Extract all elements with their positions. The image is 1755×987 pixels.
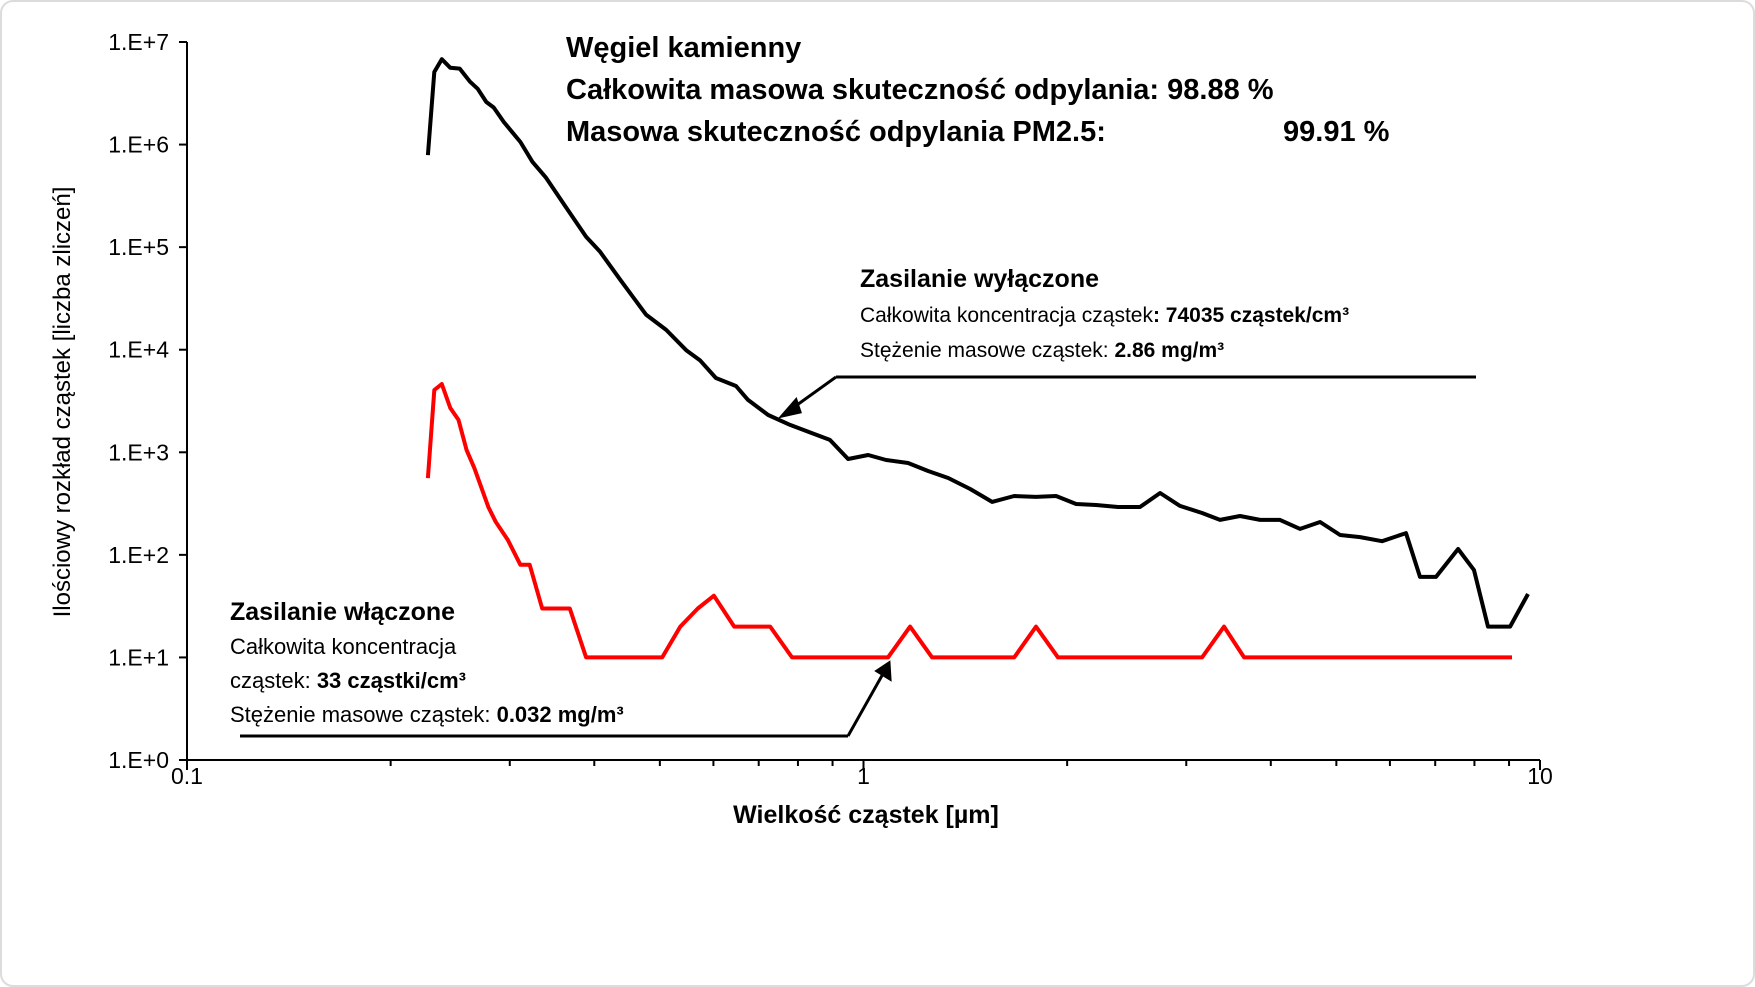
annotation-line: cząstek: 33 cząstki/cm³ — [230, 668, 466, 693]
y-tick-label: 1.E+3 — [108, 439, 169, 465]
annotation-line-part: Stężenie masowe cząstek: — [230, 702, 497, 727]
x-axis-title: Wielkość cząstek [µm] — [733, 801, 999, 829]
arrows — [240, 375, 1476, 738]
arrow-head — [874, 660, 892, 682]
y-tick-label: 1.E+2 — [108, 542, 169, 568]
annotation-line: Stężenie masowe cząstek: 2.86 mg/m³ — [860, 339, 1224, 362]
title-line-part: Węgiel kamienny — [566, 32, 801, 64]
x-tick-label: 1 — [857, 763, 870, 789]
x-tick-label: 0.1 — [171, 763, 203, 789]
series-line — [425, 57, 1530, 629]
annotation-line: Całkowita koncentracja — [230, 634, 457, 659]
title-line-part: 99.91 % — [1283, 116, 1390, 148]
annotation-line-part: Stężenie masowe cząstek: — [860, 339, 1114, 362]
title-line-part: Całkowita masowa skuteczność odpylania: … — [566, 74, 1274, 106]
annotation-line-part: Całkowita koncentracja cząstek — [860, 304, 1153, 327]
annotation-line-part: 33 cząstki/cm³ — [317, 668, 466, 693]
annotation-title: Zasilanie wyłączone — [860, 265, 1099, 293]
y-tick-label: 1.E+7 — [108, 29, 169, 55]
title-line: Masowa skuteczność odpylania PM2.5: 99.91… — [566, 116, 1390, 148]
annotation-line-part: : 74035 cząstek/cm³ — [1153, 304, 1349, 327]
annotation-line-part: cząstek: — [230, 668, 317, 693]
y-tick-label: 1.E+6 — [108, 132, 169, 158]
arrow-shaft — [846, 671, 886, 737]
arrow-head — [777, 397, 802, 419]
annotation-line-part: 0.032 mg/m³ — [497, 702, 624, 727]
title-line: Całkowita masowa skuteczność odpylania: … — [566, 74, 1274, 106]
y-tick-label: 1.E+0 — [108, 747, 169, 773]
series-line — [425, 382, 1512, 660]
annotation-line: Stężenie masowe cząstek: 0.032 mg/m³ — [230, 702, 624, 727]
annotation-line: Całkowita koncentracja cząstek: 74035 cz… — [860, 304, 1349, 327]
annotation-title: Zasilanie włączone — [230, 598, 455, 626]
y-tick-label: 1.E+5 — [108, 234, 169, 260]
y-tick-label: 1.E+4 — [108, 337, 169, 363]
annotation-line-part: Całkowita koncentracja — [230, 634, 457, 659]
annotation-line-part: 2.86 mg/m³ — [1114, 339, 1224, 362]
title-line-part: Masowa skuteczność odpylania PM2.5: — [566, 116, 1106, 148]
title-line: Węgiel kamienny — [566, 32, 801, 64]
y-axis-title: Ilościowy rozkład cząstek [liczba zlicze… — [49, 187, 76, 618]
x-tick-label: 10 — [1527, 763, 1553, 789]
y-tick-label: 1.E+1 — [108, 644, 169, 670]
